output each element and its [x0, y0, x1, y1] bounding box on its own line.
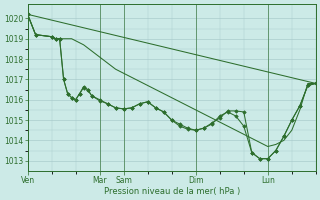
- X-axis label: Pression niveau de la mer( hPa ): Pression niveau de la mer( hPa ): [104, 187, 240, 196]
